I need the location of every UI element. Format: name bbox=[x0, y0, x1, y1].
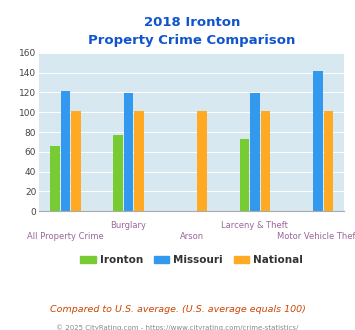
Bar bbox=[250, 93, 260, 211]
Bar bbox=[324, 111, 333, 211]
Text: Compared to U.S. average. (U.S. average equals 100): Compared to U.S. average. (U.S. average … bbox=[50, 305, 305, 314]
Text: Motor Vehicle Theft: Motor Vehicle Theft bbox=[277, 232, 355, 241]
Bar bbox=[313, 71, 323, 211]
Bar bbox=[50, 146, 60, 211]
Text: Burglary: Burglary bbox=[110, 221, 147, 230]
Bar bbox=[113, 135, 123, 211]
Text: © 2025 CityRating.com - https://www.cityrating.com/crime-statistics/: © 2025 CityRating.com - https://www.city… bbox=[56, 324, 299, 330]
Title: 2018 Ironton
Property Crime Comparison: 2018 Ironton Property Crime Comparison bbox=[88, 16, 295, 48]
Text: Arson: Arson bbox=[180, 232, 204, 241]
Text: All Property Crime: All Property Crime bbox=[27, 232, 104, 241]
Bar bbox=[61, 91, 70, 211]
Legend: Ironton, Missouri, National: Ironton, Missouri, National bbox=[76, 251, 307, 270]
Bar bbox=[124, 93, 133, 211]
Bar bbox=[134, 111, 144, 211]
Text: Larceny & Theft: Larceny & Theft bbox=[222, 221, 288, 230]
Bar bbox=[261, 111, 270, 211]
Bar bbox=[197, 111, 207, 211]
Bar bbox=[240, 139, 249, 211]
Bar bbox=[71, 111, 81, 211]
